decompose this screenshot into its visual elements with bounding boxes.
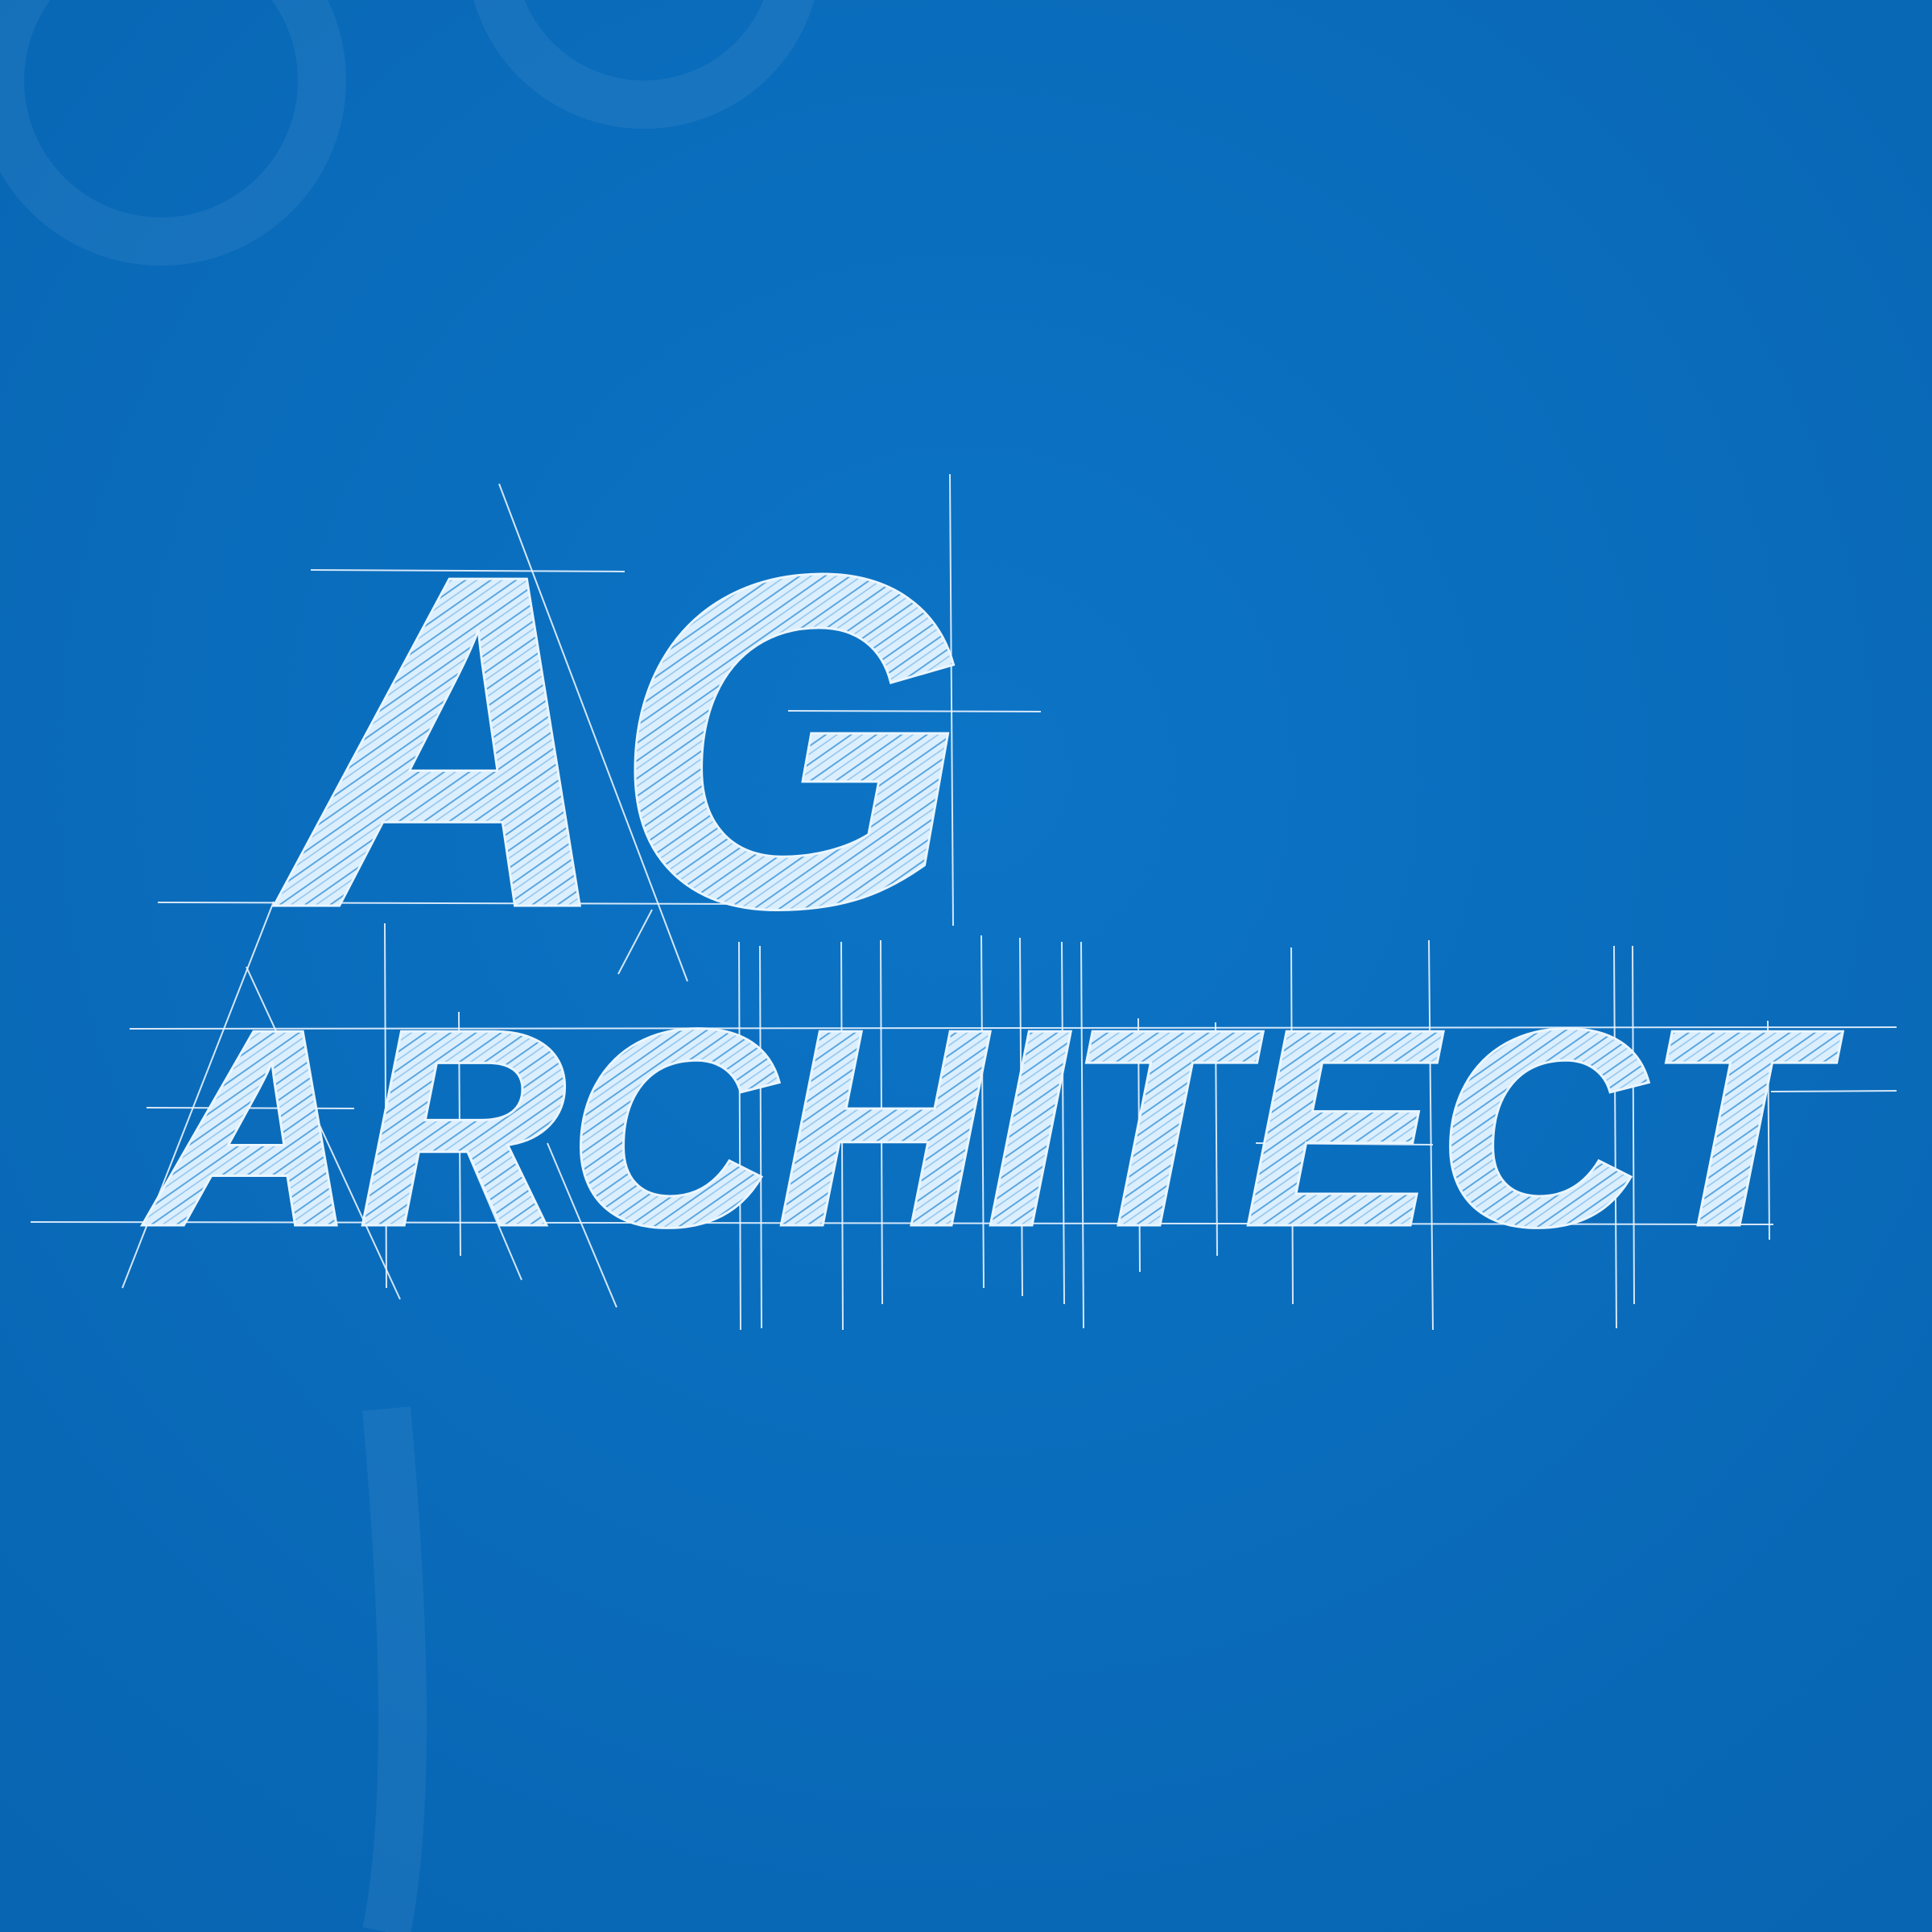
construction-lines — [30, 473, 1897, 1331]
monogram: AG — [269, 477, 968, 1007]
background-shapes — [0, 0, 815, 1932]
brand-name: ARCHITECT — [139, 971, 1845, 1286]
